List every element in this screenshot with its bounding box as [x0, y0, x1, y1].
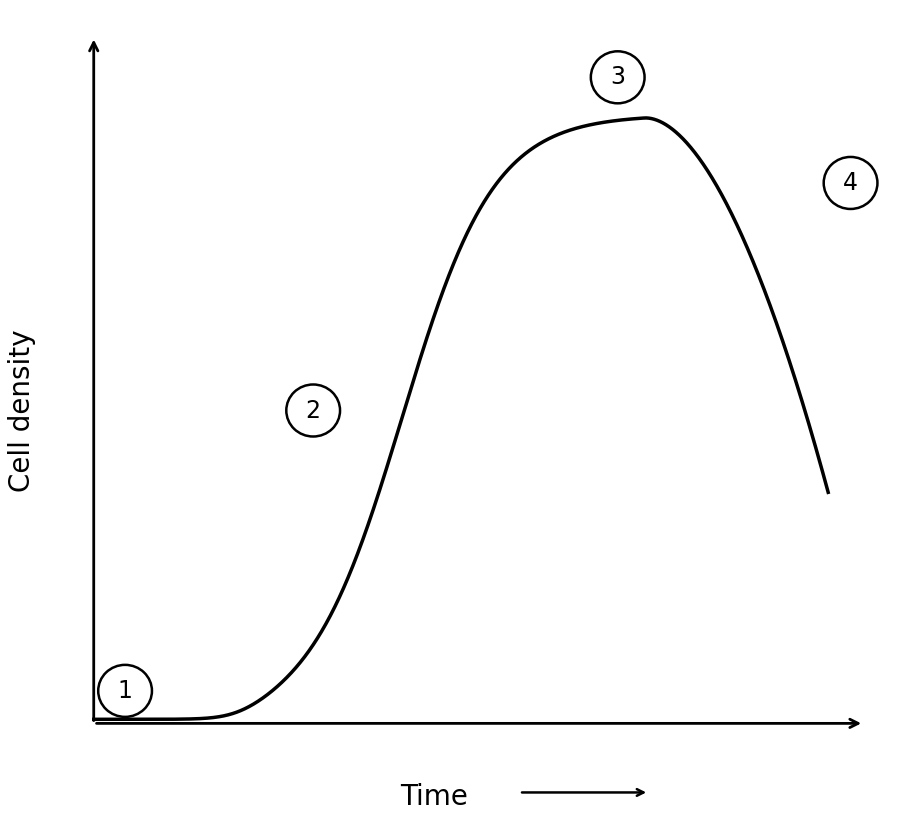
- Text: 4: 4: [842, 171, 857, 195]
- Text: 1: 1: [117, 679, 133, 703]
- Text: Cell density: Cell density: [8, 329, 36, 492]
- Text: 3: 3: [610, 66, 625, 89]
- Text: Time: Time: [400, 782, 468, 810]
- Text: 2: 2: [305, 398, 321, 423]
